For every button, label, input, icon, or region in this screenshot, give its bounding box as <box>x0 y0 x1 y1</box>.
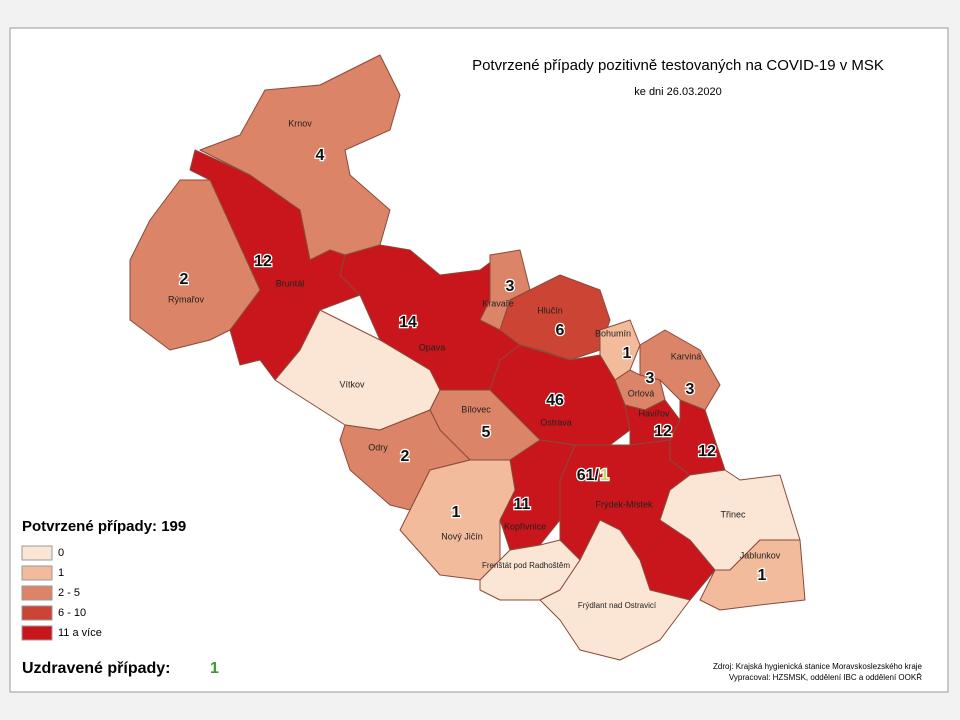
legend-label: 6 - 10 <box>58 607 86 619</box>
region-count: 61/ <box>577 467 600 484</box>
region-count: 12 <box>654 423 672 440</box>
legend-label: 11 a více <box>58 627 102 639</box>
region-count: 3 <box>646 370 655 387</box>
legend-swatch <box>21 545 53 561</box>
region-count: 2 <box>401 448 410 465</box>
legend-swatch <box>21 625 53 641</box>
region-name: Hlučín <box>537 305 563 315</box>
region-count: 14 <box>399 314 417 331</box>
region-count: 6 <box>556 322 565 339</box>
region-name: Jablunkov <box>740 550 781 560</box>
legend-label: 1 <box>58 567 64 579</box>
region-name: Kravaře <box>482 298 514 308</box>
region-count: 1 <box>452 504 461 521</box>
region-count: 12 <box>254 253 272 270</box>
region-name: Bohumín <box>595 328 631 338</box>
region-count: 3 <box>686 381 695 398</box>
region-area <box>399 459 516 581</box>
region-count: 4 <box>316 147 325 164</box>
region-name: Havířov <box>638 408 670 418</box>
region-name: Frenštát pod Radhoštěm <box>482 561 570 570</box>
region-count: 1 <box>758 567 767 584</box>
recovered-value: 1 <box>210 660 219 677</box>
region-name: Rýmařov <box>168 294 205 304</box>
region-name: Krnov <box>288 118 312 128</box>
region-name: Třinec <box>720 509 746 519</box>
region-recovered: 1 <box>600 467 609 484</box>
region-name: Vítkov <box>339 379 365 389</box>
map-title: Potvrzené případy pozitivně testovaných … <box>472 57 884 74</box>
legend-swatch <box>21 585 53 601</box>
region-area <box>699 539 806 611</box>
region-name: Frýdek-Místek <box>595 499 653 509</box>
source-line: Zdroj: Krajská hygienická stanice Moravs… <box>713 662 923 671</box>
region-count: 5 <box>482 424 491 441</box>
region-count: 2 <box>180 271 189 288</box>
region-area <box>539 519 691 661</box>
region-count: 12 <box>698 443 716 460</box>
source-line: Vypracoval: HZSMSK, oddělení IBC a odděl… <box>729 673 922 682</box>
region-name: Bruntál <box>276 278 305 288</box>
region-count: 3 <box>506 278 515 295</box>
region-name: Bílovec <box>461 404 491 414</box>
region-name: Ostrava <box>540 417 572 427</box>
legend-swatch <box>21 565 53 581</box>
region-name: Odry <box>368 442 388 452</box>
map-subtitle: ke dni 26.03.2020 <box>634 86 721 98</box>
region-area <box>129 179 261 351</box>
region-name: Orlová <box>628 388 655 398</box>
legend-label: 0 <box>58 547 64 559</box>
region-name: Kopřivnice <box>504 521 546 531</box>
region-count: 11 <box>514 496 531 513</box>
region-name: Karviná <box>671 351 702 361</box>
region-count: 1 <box>623 345 632 362</box>
legend-title: Potvrzené případy: 199 <box>22 518 186 535</box>
region-name: Opava <box>419 342 446 352</box>
region-name: Nový Jičín <box>441 531 483 541</box>
region-count: 46 <box>546 392 564 409</box>
region-name: Frýdlant nad Ostravicí <box>578 601 657 610</box>
recovered-label: Uzdravené případy: <box>22 660 170 677</box>
legend-swatch <box>21 605 53 621</box>
legend-label: 2 - 5 <box>58 587 80 599</box>
